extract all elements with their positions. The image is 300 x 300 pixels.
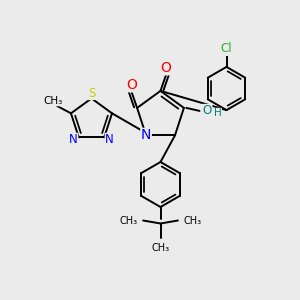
- Text: O: O: [203, 104, 212, 117]
- Text: O: O: [126, 78, 137, 92]
- Text: CH₃: CH₃: [120, 215, 138, 226]
- Text: H: H: [214, 108, 221, 118]
- Text: CH₃: CH₃: [152, 243, 169, 253]
- Text: CH₃: CH₃: [183, 215, 201, 226]
- Text: S: S: [88, 86, 95, 100]
- Text: N: N: [141, 128, 151, 142]
- Text: N: N: [105, 134, 114, 146]
- Text: CH₃: CH₃: [43, 96, 63, 106]
- Text: Cl: Cl: [221, 42, 232, 56]
- Text: O: O: [160, 61, 171, 75]
- Text: N: N: [69, 134, 78, 146]
